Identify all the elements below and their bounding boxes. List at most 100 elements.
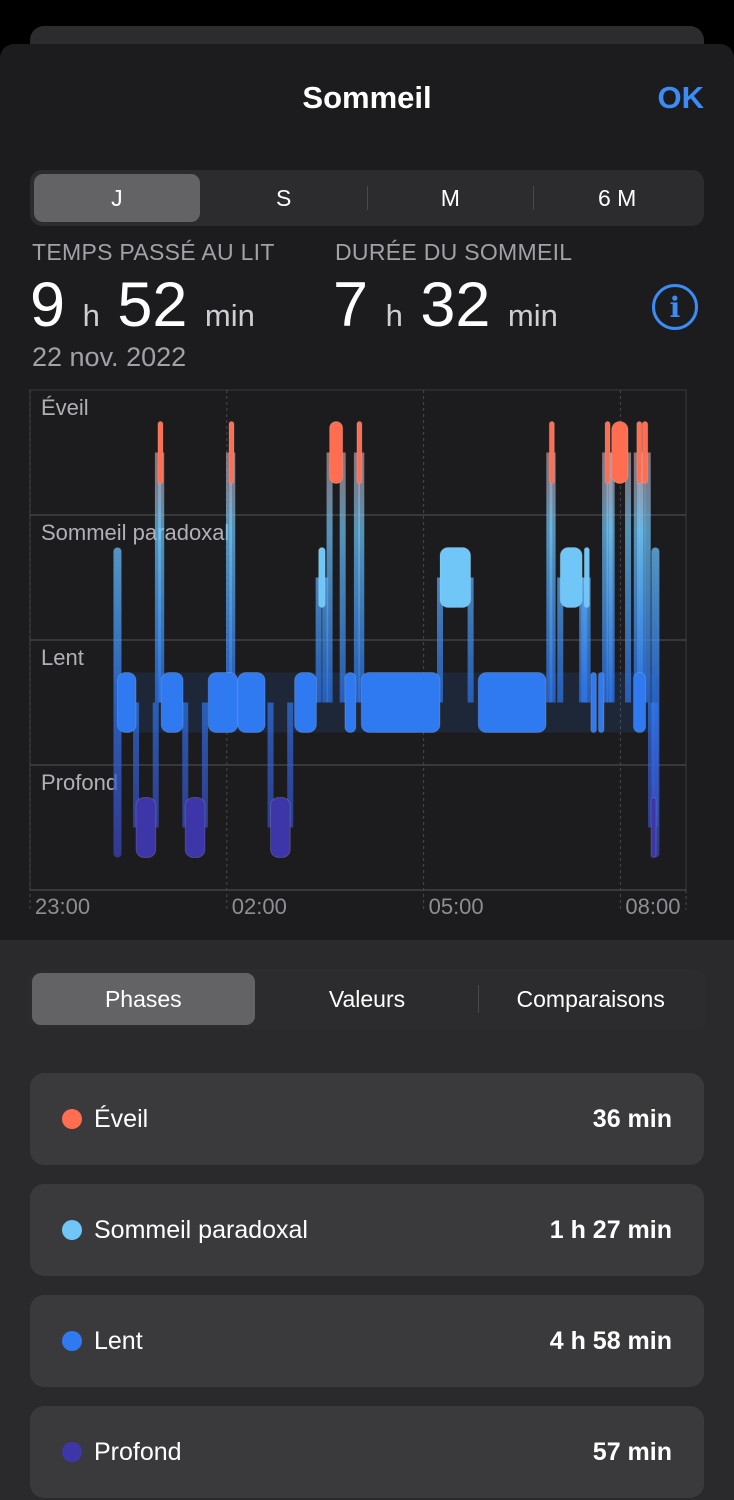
stage-connector (154, 452, 161, 703)
stage-segment-14 (360, 672, 441, 733)
stage-connector (584, 577, 591, 703)
stage-connector (267, 702, 274, 828)
tab-six-months[interactable]: 6 M (597, 184, 637, 211)
stage-segment-23 (611, 421, 629, 484)
stage-segment-16 (477, 672, 547, 733)
tick-label-2300: 23:00 (35, 894, 90, 919)
stage-connector (633, 452, 640, 703)
view-selector: Phases Valeurs Comparaisons (28, 969, 706, 1029)
stage-segment-0 (116, 672, 137, 733)
stage-connector (326, 452, 333, 703)
stage-connector (322, 577, 329, 703)
deep-dot-icon (62, 1442, 82, 1462)
in-bed-label: TEMPS PASSÉ AU LIT (32, 239, 275, 265)
asleep-hours: 7 (333, 270, 369, 340)
stage-connector (353, 452, 360, 703)
stage-segment-25 (636, 421, 643, 484)
stage-connector (201, 702, 208, 828)
stage-segment-6 (228, 421, 235, 484)
bottom-panel: Phases Valeurs Comparaisons Éveil 36 min… (0, 940, 734, 1500)
stage-segment-10 (318, 547, 326, 608)
date-label: 22 nov. 2022 (32, 342, 187, 372)
asleep-minutes: 32 (420, 270, 491, 340)
hours-unit: h (385, 298, 403, 333)
stage-segment-19 (583, 547, 590, 608)
stage-label: Profond (41, 770, 118, 795)
in-bed-hours: 9 (30, 270, 66, 340)
stage-connector (287, 702, 294, 828)
stage-connector (602, 452, 609, 703)
stage-segment-17 (548, 421, 555, 484)
page-title: Sommeil (302, 80, 432, 115)
stage-segment-18 (559, 547, 583, 608)
stage-connector (581, 577, 588, 703)
stage-connector (652, 702, 659, 828)
info-icon[interactable]: i (652, 284, 698, 330)
phase-name: Profond (94, 1437, 182, 1466)
stage-connector (158, 452, 165, 703)
sleep-stages-chart: 23:00 02:00 05:00 08:00 Éveil Sommeil paradox… (29, 389, 687, 919)
phase-duration: 36 min (592, 1104, 672, 1133)
divider (478, 985, 480, 1013)
sleep-sheet: Sommeil OK J S M 6 M TEMPS PASSÉ AU LIT … (0, 44, 734, 1500)
phase-row-awake[interactable]: Éveil 36 min (30, 1073, 704, 1165)
in-bed-value: 9 h 52 min (30, 269, 255, 341)
stage-connector (358, 452, 365, 703)
stage-connector (339, 452, 346, 703)
phase-duration: 4 h 58 min (549, 1326, 672, 1355)
stage-segment-21 (598, 672, 605, 733)
phase-row-core[interactable]: Lent 4 h 58 min (30, 1295, 704, 1387)
stage-connector (437, 577, 443, 703)
tab-values[interactable]: Valeurs (328, 985, 406, 1012)
phase-name: Lent (94, 1326, 143, 1355)
stage-segment-13 (356, 421, 363, 484)
awake-dot-icon (62, 1109, 82, 1129)
stage-segment-27 (650, 797, 657, 858)
stage-segment-24 (633, 672, 647, 733)
stage-connector (648, 702, 655, 828)
tick-label-0500: 05:00 (429, 894, 484, 919)
stage-segment-4 (184, 797, 206, 858)
ok-button[interactable]: OK (657, 80, 705, 115)
stage-segment-20 (590, 672, 597, 733)
stage-segment-11 (329, 421, 344, 484)
in-bed-minutes: 52 (117, 270, 188, 340)
stage-connector (557, 577, 564, 703)
phase-duration: 57 min (592, 1437, 672, 1466)
tab-day[interactable]: J (34, 174, 200, 222)
stage-segment-3 (160, 672, 184, 733)
stage-connector (152, 702, 159, 828)
stage-connector (608, 452, 615, 703)
stage-connector (467, 577, 474, 703)
rem-dot-icon (62, 1220, 82, 1240)
stage-connector (644, 452, 651, 703)
stage-connector (133, 702, 140, 828)
stage-connector (546, 452, 553, 703)
phase-name: Sommeil paradoxal (94, 1215, 308, 1244)
tab-comparisons[interactable]: Comparaisons (516, 985, 665, 1012)
stage-connector (549, 452, 556, 703)
phase-duration: 1 h 27 min (549, 1215, 672, 1244)
stage-label: Éveil (41, 395, 89, 420)
stage-label: Lent (41, 645, 84, 670)
period-selector: J S M 6 M (30, 170, 704, 226)
core-dot-icon (62, 1331, 82, 1351)
stage-connector (229, 452, 236, 703)
minutes-unit: min (204, 298, 255, 333)
stage-segment-9 (294, 672, 317, 733)
stage-segment-1 (135, 797, 157, 858)
phase-row-rem[interactable]: Sommeil paradoxal 1 h 27 min (30, 1184, 704, 1276)
stage-segment-12 (344, 672, 357, 733)
stage-segment-2 (157, 421, 164, 484)
phase-name: Éveil (94, 1104, 149, 1133)
stage-segment-22 (604, 421, 611, 484)
tab-month[interactable]: M (440, 184, 460, 211)
tab-week[interactable]: S (275, 184, 292, 211)
tab-phases[interactable]: Phases (32, 973, 255, 1025)
stage-connector (182, 702, 189, 828)
phase-row-deep[interactable]: Profond 57 min (30, 1406, 704, 1498)
tick-label-0200: 02:00 (232, 894, 287, 919)
stage-segment-8 (270, 797, 291, 858)
stage-label: Sommeil paradoxal (41, 520, 229, 545)
divider (366, 186, 368, 210)
